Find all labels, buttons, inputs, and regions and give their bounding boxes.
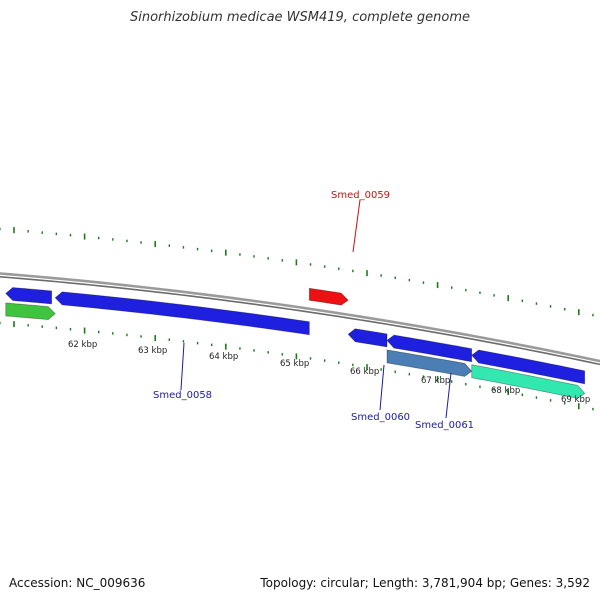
gene-aqua-right[interactable] <box>471 364 586 399</box>
kbp-label: 64 kbp <box>209 352 238 362</box>
gene-Smed_0061[interactable] <box>386 334 473 363</box>
gene-label[interactable]: Smed_0061 <box>415 420 474 431</box>
leader-line <box>352 199 361 253</box>
gene-label[interactable]: Smed_0058 <box>153 390 212 401</box>
kbp-label: 66 kbp <box>350 367 379 377</box>
gene-label[interactable]: Smed_0059 <box>331 190 390 201</box>
kbp-label: 65 kbp <box>280 359 309 369</box>
kbp-label: 62 kbp <box>68 340 97 350</box>
inner-tick-track <box>0 321 594 411</box>
gene-green-left[interactable] <box>5 302 56 321</box>
gene-track <box>5 286 586 399</box>
kbp-label: 68 kbp <box>491 386 520 396</box>
backbone-line <box>0 272 600 363</box>
outer-tick-track <box>0 227 594 317</box>
topology-text: Topology: circular; Length: 3,781,904 bp… <box>260 576 590 590</box>
leader-line <box>445 372 452 419</box>
gene-label[interactable]: Smed_0060 <box>351 412 410 423</box>
genome-backbone <box>0 272 600 366</box>
gene-Smed_0059[interactable] <box>308 287 349 306</box>
gene-Smed_0058[interactable] <box>54 291 310 336</box>
gene-blue-right[interactable] <box>471 349 586 385</box>
gene-blue-left[interactable] <box>5 286 53 305</box>
label-layer: 62 kbp 63 kbp 64 kbp 65 kbp 66 kbp 67 kb… <box>68 190 590 431</box>
kbp-label: 69 kbp <box>561 395 590 405</box>
backbone-line <box>0 275 600 366</box>
accession-text: Accession: NC_009636 <box>9 576 146 590</box>
map-title: Sinorhizobium medicae WSM419, complete g… <box>129 10 471 25</box>
leader-line <box>180 342 185 391</box>
gene-Smed_0060[interactable] <box>347 328 388 348</box>
kbp-label: 67 kbp <box>421 376 450 386</box>
leader-line <box>379 364 385 411</box>
kbp-label: 63 kbp <box>138 346 167 356</box>
